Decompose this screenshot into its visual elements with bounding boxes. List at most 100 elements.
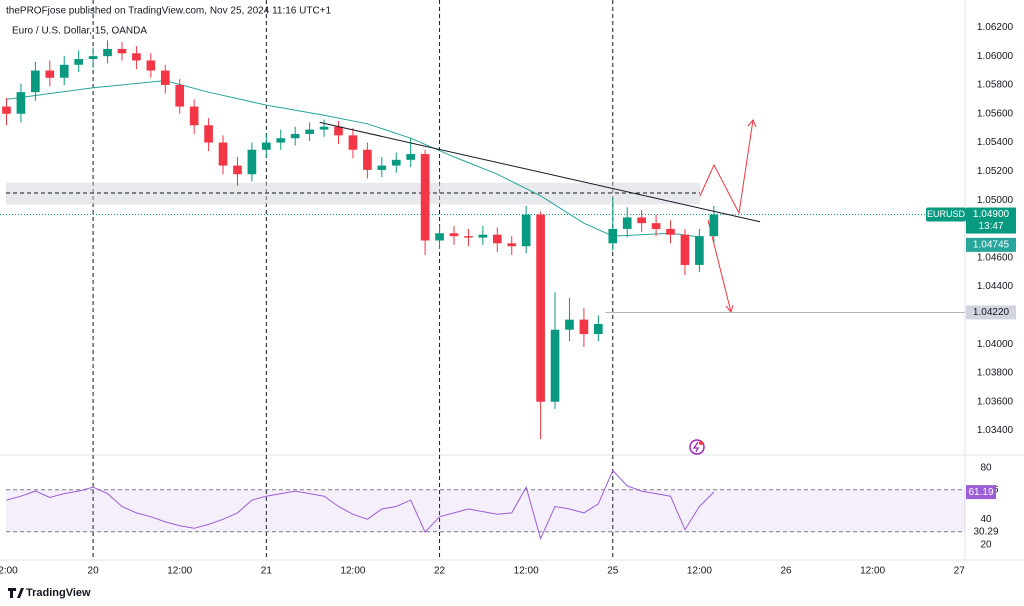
candle-body xyxy=(334,126,343,136)
candle-body xyxy=(492,234,502,244)
candle-body xyxy=(420,154,430,241)
candle-body xyxy=(247,149,257,175)
candle-body xyxy=(608,228,618,244)
candle-body xyxy=(348,135,358,150)
y-tick-label: 1.06200 xyxy=(977,22,1014,33)
candle-body xyxy=(478,234,488,238)
candle-body xyxy=(507,243,517,247)
y-tick-label: 1.05800 xyxy=(977,80,1014,91)
y-tick-label: 1.03600 xyxy=(977,396,1014,407)
candle-body xyxy=(363,149,372,170)
candle-body xyxy=(218,142,228,166)
x-tick-label: 2:00 xyxy=(0,566,18,577)
candle-body xyxy=(59,64,69,78)
y-tick-label: 30.29 xyxy=(973,526,998,537)
candle-body xyxy=(449,233,459,237)
ma-tag-label: 1.04745 xyxy=(973,239,1010,250)
candle-body xyxy=(594,323,603,335)
x-tick-label: 12:00 xyxy=(860,566,885,577)
candle-body xyxy=(651,223,661,229)
candle-body xyxy=(637,217,646,224)
candle-body xyxy=(290,133,300,139)
last-price-tag xyxy=(966,207,1016,234)
candle-body xyxy=(132,53,141,61)
x-tick-label: 26 xyxy=(780,566,792,577)
candle-body xyxy=(521,214,531,247)
candle-body xyxy=(666,228,675,235)
candle-body xyxy=(709,214,719,237)
candle-body xyxy=(464,236,473,238)
candle-body xyxy=(276,138,286,143)
candle-body xyxy=(146,60,156,71)
y-tick-label: 1.03800 xyxy=(977,368,1014,379)
x-tick-label: 12:00 xyxy=(167,566,192,577)
candle-body xyxy=(319,126,329,130)
candle-body xyxy=(189,106,199,126)
candle-body xyxy=(45,70,55,78)
level-tag xyxy=(966,305,1016,320)
y-tick-label: 1.03400 xyxy=(977,425,1014,436)
candle-body xyxy=(204,125,213,143)
y-tick-label: 1.05400 xyxy=(977,137,1014,148)
candle-body xyxy=(305,129,314,134)
candle-body xyxy=(88,56,98,60)
x-tick-label: 25 xyxy=(607,566,619,577)
x-tick-label: 20 xyxy=(88,566,100,577)
rsi-line xyxy=(6,469,715,541)
y-tick-label: 20 xyxy=(980,540,992,551)
symbol-tag xyxy=(926,207,966,222)
candle-body xyxy=(622,217,632,229)
candle-body xyxy=(175,84,185,107)
y-tick-label: 1.04000 xyxy=(977,339,1014,350)
x-tick-label: 12:00 xyxy=(514,566,539,577)
candle-body xyxy=(695,236,704,265)
y-tick-label: 1.05600 xyxy=(977,108,1014,119)
trendline xyxy=(319,121,761,223)
level-label: 1.04220 xyxy=(973,307,1010,318)
x-tick-label: 12:00 xyxy=(687,566,712,577)
symbol-title: Euro / U.S. Dollar, 15, OANDA xyxy=(12,26,147,37)
candle-body xyxy=(579,319,589,335)
candle-body xyxy=(680,234,690,265)
candle-body xyxy=(117,48,127,54)
candle-body xyxy=(377,165,387,170)
y-tick-label: 1.04600 xyxy=(977,252,1014,263)
x-tick-label: 22 xyxy=(434,566,446,577)
candle-body xyxy=(160,70,170,85)
y-tick-label: 1.04400 xyxy=(977,281,1014,292)
y-tick-label: 1.06000 xyxy=(977,51,1014,62)
last-price-label: 1.04900 xyxy=(973,209,1010,220)
x-tick-label: 12:00 xyxy=(340,566,365,577)
zone xyxy=(6,182,700,205)
candle-body xyxy=(31,70,40,93)
candle-body xyxy=(233,165,242,175)
ma-tag xyxy=(966,237,1016,252)
projection-arrows xyxy=(699,119,757,314)
candle-body xyxy=(406,154,416,160)
y-tick-label: 1.05000 xyxy=(977,195,1014,206)
countdown-label: 13:47 xyxy=(978,221,1003,232)
y-tick-label: 40 xyxy=(980,514,992,525)
publisher: thePROFjose published on TradingView.com… xyxy=(6,6,332,17)
candle-body xyxy=(550,329,560,402)
candle-body xyxy=(74,59,84,65)
candle-body xyxy=(262,142,271,150)
candle-body xyxy=(565,319,574,330)
candle-body xyxy=(2,106,11,114)
alert-icon xyxy=(689,439,705,455)
rsi-band xyxy=(6,489,965,532)
footer-text: TradingView xyxy=(26,587,91,599)
x-tick-label: 21 xyxy=(261,566,273,577)
symbol-label: EURUSD xyxy=(927,209,966,219)
y-tick-label: 80 xyxy=(980,463,992,474)
candle-body xyxy=(103,48,112,57)
rsi-value-tag xyxy=(966,485,996,500)
candle-body xyxy=(16,92,26,114)
y-tick-label: 1.05200 xyxy=(977,166,1014,177)
candle-body xyxy=(435,233,444,241)
rsi-value-label: 61.19 xyxy=(968,487,993,498)
moving-average xyxy=(6,80,700,238)
x-tick-label: 27 xyxy=(954,566,966,577)
